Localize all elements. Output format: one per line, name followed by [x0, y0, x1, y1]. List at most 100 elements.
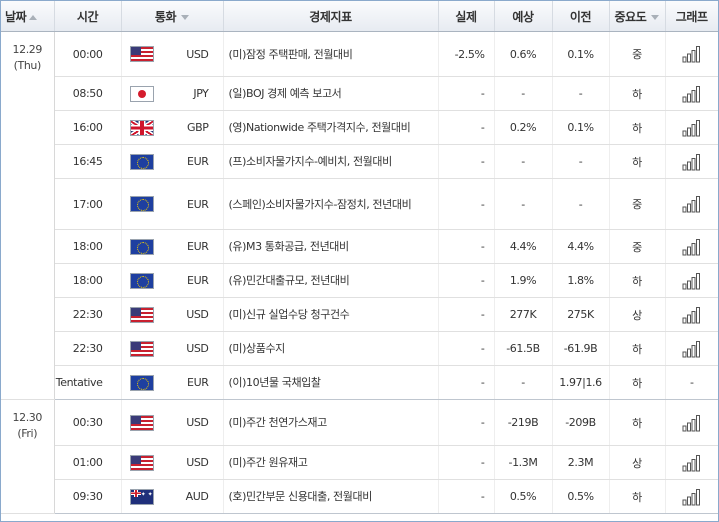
importance-value: 상 [608, 445, 665, 480]
actual-value: - [437, 445, 494, 480]
time-cell: 09:30 [54, 479, 121, 514]
table-row: 12.29 (Thu) 00:00 USD (미)잠정 주택판매, 전월대비 -2.5% 0… [1, 31, 718, 400]
flag-cell [120, 144, 162, 179]
actual-header-label: 실제 [455, 9, 477, 24]
currency-cell: JPY [162, 76, 223, 111]
forecast-value: 0.2% [493, 110, 552, 145]
event-name[interactable]: (유)M3 통화공급, 전년대비 [222, 229, 438, 264]
previous-value: -61.9B [551, 331, 609, 366]
previous-value: 4.4% [551, 229, 609, 264]
graph-cell [664, 263, 718, 298]
importance-value: 하 [608, 331, 665, 366]
forecast-value: -219B [493, 399, 552, 446]
table-row: 12.30 (Fri) 00:30 USD (미)주간 천연가스재고 - -219B -209… [1, 399, 718, 514]
forecast-value: -61.5B [493, 331, 552, 366]
eu-flag-icon [129, 196, 154, 212]
flag-cell [120, 229, 162, 264]
chart-button[interactable] [682, 153, 702, 171]
event-name[interactable]: (미)상품수지 [222, 331, 438, 366]
currency-column-header[interactable]: 통화 [120, 1, 223, 32]
chart-button[interactable] [682, 195, 702, 213]
flag-cell [120, 76, 162, 111]
chart-button[interactable] [682, 45, 702, 63]
graph-cell [664, 110, 718, 145]
event-name[interactable]: (유)민간대출규모, 전년대비 [222, 263, 438, 298]
previous-column-header: 이전 [551, 1, 609, 32]
eu-flag-icon [129, 153, 154, 170]
currency-cell: EUR [162, 365, 223, 400]
currency-cell: USD [162, 445, 223, 480]
chart-button[interactable] [682, 238, 702, 256]
event-name[interactable]: (이)10년물 국채입찰 [222, 365, 438, 400]
event-name[interactable]: (영)Nationwide 주택가격지수, 전월대비 [222, 110, 438, 145]
forecast-value: 0.5% [493, 479, 552, 514]
forecast-value: - [493, 76, 552, 111]
uk-flag-icon [129, 119, 154, 136]
table-row: 16:00 GBP (영)Nationwide 주택가격지수, 전월대비 -0.2% 0… [1, 110, 718, 145]
graph-cell: - [664, 365, 718, 400]
table-row: 09:30AUD(호)민간부문 신용대출, 전월대비-0.5%0.5%하 [1, 479, 718, 514]
chart-button[interactable] [682, 488, 702, 506]
chart-button[interactable] [682, 85, 702, 103]
importance-column-header[interactable]: 중요도 [608, 1, 665, 32]
chart-button[interactable] [682, 272, 702, 290]
flag-cell [120, 331, 162, 366]
importance-value: 하 [608, 365, 665, 400]
graph-cell [664, 399, 718, 446]
event-name[interactable]: (프)소비자물가지수-예비치, 전월대비 [222, 144, 438, 179]
australia-flag-icon [129, 488, 154, 505]
time-cell: 22:30 [54, 331, 121, 366]
bar-chart-icon [682, 238, 700, 255]
chart-button[interactable] [682, 454, 702, 472]
chart-button[interactable] [682, 340, 702, 358]
us-flag-icon [129, 46, 154, 62]
chart-button[interactable] [682, 306, 702, 324]
us-flag-icon [129, 414, 154, 431]
event-name[interactable]: (호)민간부문 신용대출, 전월대비 [222, 479, 438, 514]
bar-chart-icon [682, 119, 700, 136]
date-column-header[interactable]: 날짜 [1, 1, 54, 32]
event-name[interactable]: (스페인)소비자물가지수-잠정치, 전년대비 [222, 178, 438, 230]
event-name[interactable]: (일)BOJ 경제 예측 보고서 [222, 76, 438, 111]
time-cell: Tentative [54, 365, 121, 400]
japan-flag-icon [129, 85, 154, 102]
event-name[interactable]: (미)잠정 주택판매, 전월대비 [222, 31, 438, 77]
date-header-label: 날짜 [5, 9, 27, 24]
importance-value: 하 [608, 144, 665, 179]
chart-button[interactable] [682, 414, 702, 432]
time-cell: 01:00 [54, 445, 121, 480]
graph-cell [664, 76, 718, 111]
forecast-value: - [493, 365, 552, 400]
event-name[interactable]: (미)주간 천연가스재고 [222, 399, 438, 446]
date-label: 12.30 [12, 411, 43, 424]
currency-cell: USD [162, 297, 223, 332]
actual-value: - [437, 144, 494, 179]
graph-column-header: 그래프 [664, 1, 718, 32]
previous-value: 0.1% [551, 31, 609, 77]
currency-cell: EUR [162, 263, 223, 298]
graph-cell [664, 229, 718, 264]
date-label: 12.29 [12, 43, 43, 56]
importance-value: 중 [608, 178, 665, 230]
previous-value: - [551, 178, 609, 230]
time-header-label: 시간 [76, 9, 99, 24]
importance-value: 하 [608, 479, 665, 514]
importance-value: 하 [608, 110, 665, 145]
previous-value: 275K [551, 297, 609, 332]
time-cell: 16:00 [54, 110, 121, 145]
currency-header-label: 통화 [154, 9, 177, 24]
weekday-label: (Fri) [17, 427, 38, 440]
flag-cell [120, 178, 162, 230]
chart-button[interactable] [682, 119, 702, 137]
event-name[interactable]: (미)주간 원유재고 [222, 445, 438, 480]
forecast-value: - [493, 178, 552, 230]
event-name[interactable]: (미)신규 실업수당 청구건수 [222, 297, 438, 332]
previous-value: 1.97|1.6 [551, 365, 609, 400]
flag-cell [120, 31, 162, 77]
actual-value: - [437, 479, 494, 514]
time-cell: 17:00 [54, 178, 121, 230]
importance-value: 상 [608, 297, 665, 332]
currency-cell: EUR [162, 229, 223, 264]
previous-value: - [551, 76, 609, 111]
